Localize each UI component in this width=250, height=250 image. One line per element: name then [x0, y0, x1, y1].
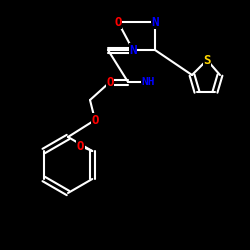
Text: O: O [76, 140, 84, 152]
Text: NH: NH [141, 77, 155, 87]
Text: O: O [114, 16, 122, 28]
Text: S: S [203, 54, 211, 66]
Text: O: O [106, 76, 114, 88]
Text: N: N [129, 44, 137, 57]
Text: O: O [91, 114, 99, 126]
Text: N: N [151, 16, 159, 28]
